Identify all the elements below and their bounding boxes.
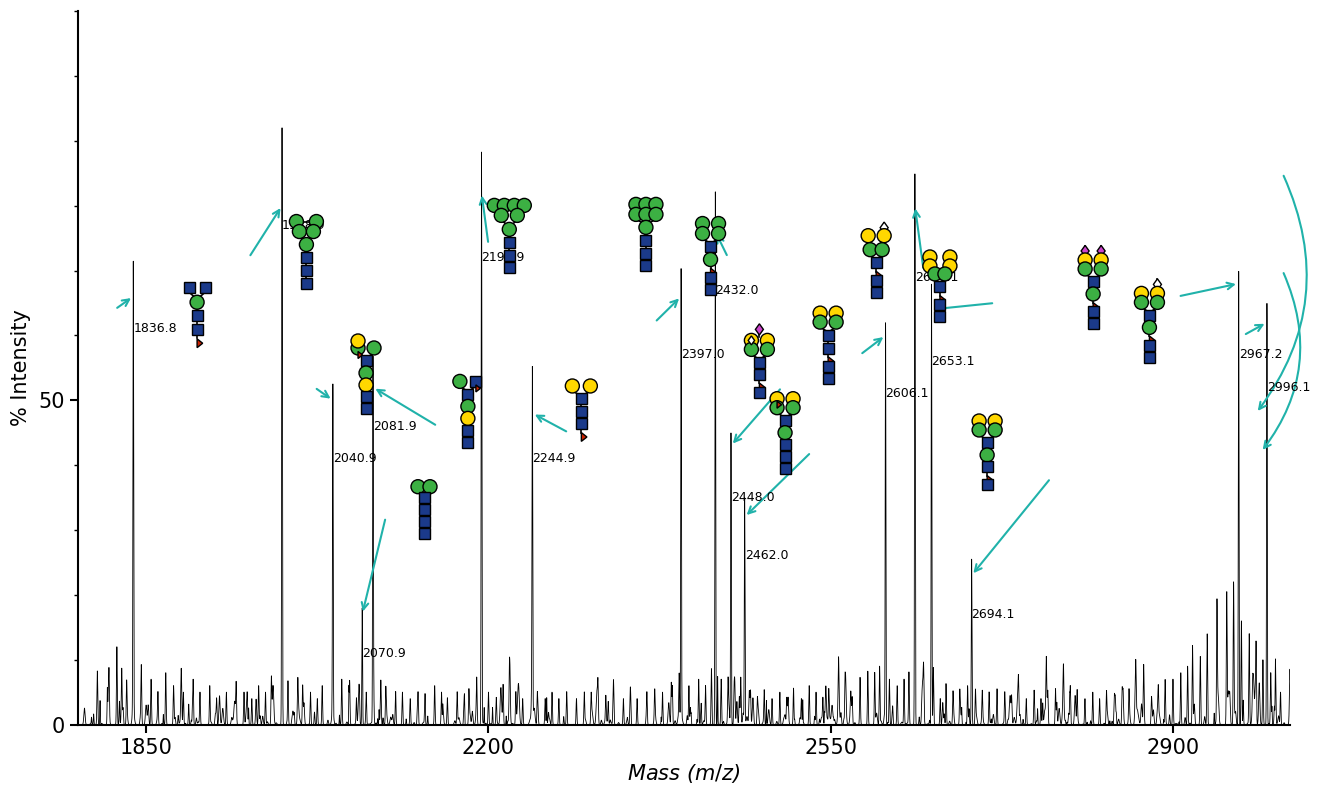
Text: 2636.1: 2636.1 [914,271,958,283]
Text: 2694.1: 2694.1 [971,608,1015,621]
Text: 2244.9: 2244.9 [533,452,576,465]
Text: 2397.0: 2397.0 [681,349,725,361]
Y-axis label: % Intensity: % Intensity [11,310,30,426]
Text: 2192.9: 2192.9 [481,251,525,264]
Text: 2040.9: 2040.9 [333,452,376,465]
Text: 2462.0: 2462.0 [745,549,788,563]
Text: 2070.9: 2070.9 [362,646,405,660]
X-axis label: Mass ($m/z$): Mass ($m/z$) [627,762,741,785]
Text: 2448.0: 2448.0 [731,491,775,504]
Text: 2606.1: 2606.1 [885,388,929,400]
Text: 2996.1: 2996.1 [1267,380,1310,394]
Text: 2081.9: 2081.9 [372,419,416,433]
Text: 2653.1: 2653.1 [931,355,975,368]
Text: 2967.2: 2967.2 [1239,349,1283,361]
Text: 2432.0: 2432.0 [716,283,759,296]
Text: 1988.9: 1988.9 [282,219,326,232]
Text: 1836.8: 1836.8 [134,322,178,335]
